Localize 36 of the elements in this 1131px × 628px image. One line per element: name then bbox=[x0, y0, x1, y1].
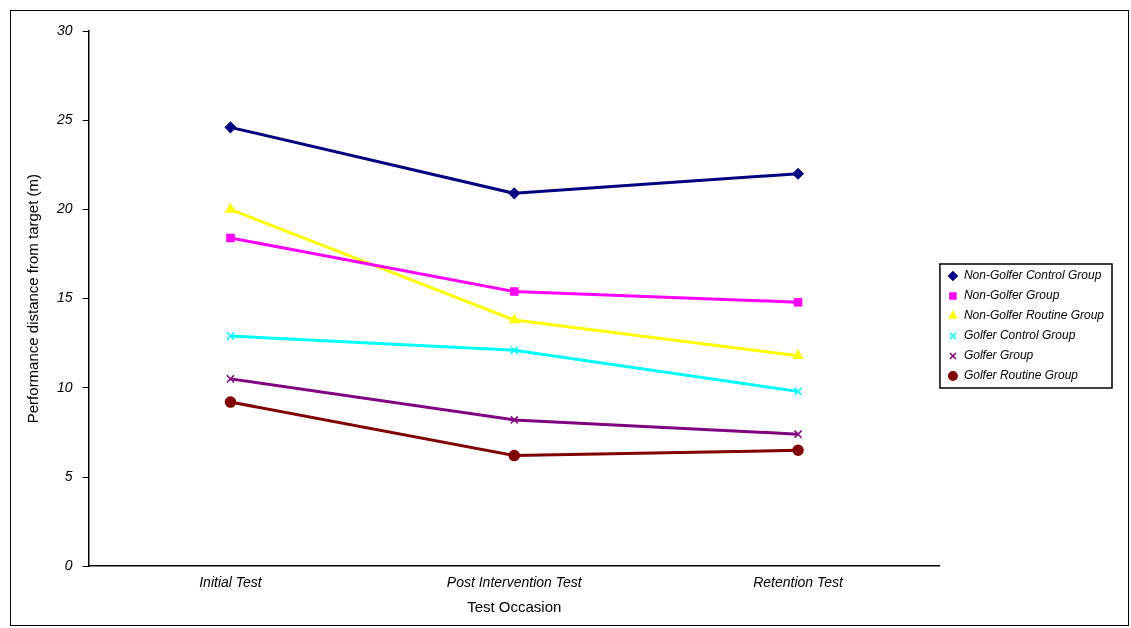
x-axis-title: Test Occasion bbox=[467, 598, 562, 616]
y-tick-label: 10 bbox=[56, 378, 73, 395]
point bbox=[226, 374, 235, 384]
point bbox=[792, 444, 804, 456]
y-tick-label: 15 bbox=[56, 289, 73, 306]
point bbox=[509, 314, 520, 324]
point bbox=[508, 187, 520, 200]
point bbox=[793, 429, 803, 439]
y-tick-label: 5 bbox=[64, 467, 73, 484]
point bbox=[793, 297, 803, 307]
legend-label: Golfer Routine Group bbox=[963, 368, 1079, 383]
point bbox=[509, 287, 519, 296]
legend-label: Golfer Control Group bbox=[963, 328, 1076, 343]
point bbox=[792, 349, 804, 359]
x-tick-label: Initial Test bbox=[199, 574, 263, 591]
y-axis-title: Performance distance from target (m) bbox=[24, 173, 42, 424]
point bbox=[509, 346, 519, 355]
y-tick-label: 0 bbox=[64, 557, 73, 574]
point bbox=[225, 203, 236, 213]
point bbox=[224, 396, 237, 408]
point bbox=[792, 167, 804, 180]
point bbox=[508, 449, 520, 462]
x-tick-label: Retention Test bbox=[753, 574, 845, 591]
point bbox=[224, 121, 237, 134]
legend-label: Non-Golfer Group bbox=[963, 288, 1060, 303]
y-tick-label: 20 bbox=[55, 200, 73, 217]
point bbox=[509, 415, 519, 425]
point bbox=[793, 387, 803, 396]
y-tick-label: 25 bbox=[55, 111, 73, 128]
legend-label: Golfer Group bbox=[963, 348, 1034, 363]
legend-label: Non-Golfer Control Group bbox=[963, 268, 1102, 283]
y-tick-label: 30 bbox=[56, 21, 73, 38]
point bbox=[226, 331, 235, 341]
x-tick-label: Post Intervention Test bbox=[446, 574, 583, 591]
point bbox=[226, 233, 235, 243]
legend-label: Non-Golfer Routine Group bbox=[963, 308, 1105, 323]
